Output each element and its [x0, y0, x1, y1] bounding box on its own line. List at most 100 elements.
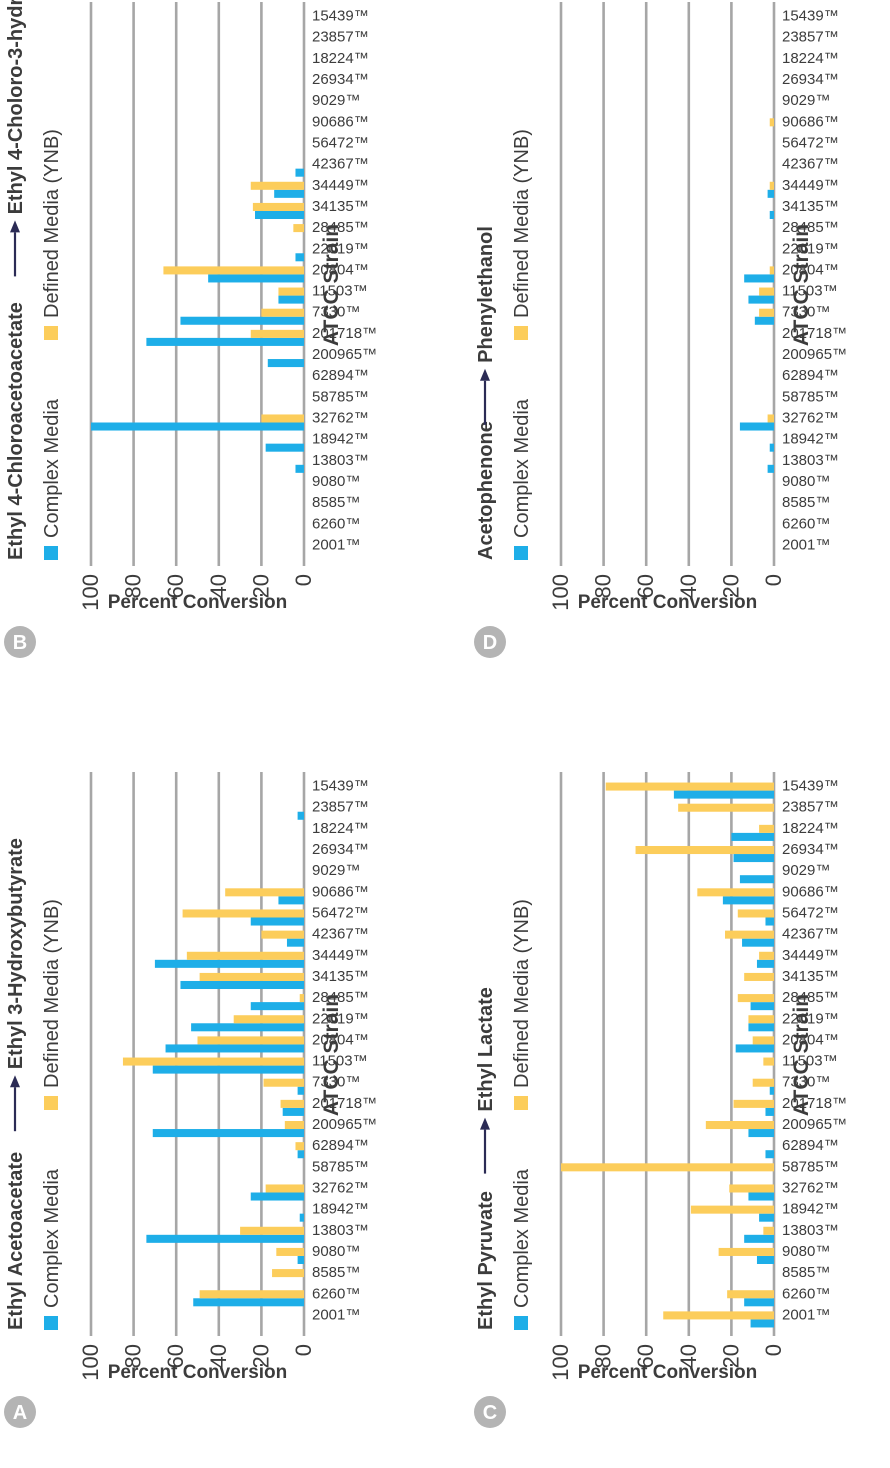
y-axis-label: Percent Conversion [578, 1362, 758, 1383]
reactant-label: Ethyl Acetoacetate [5, 1152, 27, 1330]
x-tick-label: 58785™ [312, 388, 369, 405]
bar-defined [252, 202, 305, 211]
x-tick-label: 13803™ [312, 1222, 369, 1239]
x-tick-label: 15439™ [782, 778, 839, 795]
bar-defined [744, 972, 774, 981]
x-tick-label: 9029™ [312, 92, 360, 109]
bar-complex [250, 1002, 304, 1011]
legend-swatch-complex [44, 1316, 58, 1330]
x-tick-label: 201718™ [312, 1095, 377, 1112]
x-tick-label: 15439™ [312, 778, 369, 795]
bar-defined [729, 1184, 774, 1193]
x-tick-label: 56472™ [782, 135, 839, 152]
x-tick-label: 9080™ [782, 473, 830, 490]
bar-defined [276, 1247, 304, 1256]
x-tick-label: 11503™ [782, 283, 838, 300]
x-tick-label: 42367™ [782, 926, 839, 943]
reactant-label: Ethyl 4-Chloroacetoacetate [5, 302, 27, 560]
y-tick-label: 60 [163, 1344, 188, 1368]
legend: Complex Media Defined Media (YNB) [511, 129, 533, 560]
bar-complex [180, 980, 305, 989]
x-tick-label: 22019™ [782, 1010, 839, 1027]
bar-complex [767, 464, 774, 473]
y-tick-label: 60 [163, 574, 188, 598]
bar-complex [180, 316, 305, 325]
bar-complex [748, 1192, 775, 1201]
bar-defined [199, 1290, 305, 1299]
x-tick-label: 32762™ [312, 1180, 369, 1197]
bar-defined [261, 308, 304, 317]
y-tick-label: 40 [206, 574, 231, 598]
x-tick-label: 200965™ [312, 346, 377, 363]
bar-complex [735, 1044, 775, 1053]
bar-complex [765, 1150, 775, 1159]
x-tick-label: 42367™ [312, 926, 369, 943]
x-tick-label: 34135™ [782, 198, 839, 215]
panel-c: 0 20 40 60 80 100 2001™ 6260™ 8585™ 9080™ 13803™ 18… [474, 772, 847, 1428]
bar-complex [282, 1107, 305, 1116]
x-tick-label: 18942™ [782, 431, 839, 448]
bar-defined [697, 888, 775, 897]
legend-label-defined: Defined Media (YNB) [511, 129, 533, 318]
x-tick-label: 8585™ [312, 1264, 360, 1281]
x-tick-label: 9080™ [312, 473, 360, 490]
legend: Complex Media Defined Media (YNB) [511, 899, 533, 1330]
y-tick-label: 100 [78, 1344, 103, 1381]
reaction-title: Acetophenone Phenylethanol [475, 226, 497, 560]
bar-defined [737, 994, 775, 1003]
x-tick-label: 9029™ [782, 92, 830, 109]
bar-defined [690, 1205, 774, 1214]
bar-defined [767, 414, 774, 423]
reactant-label: Ethyl Pyruvate [475, 1191, 497, 1330]
x-tick-label: 9080™ [312, 1243, 360, 1260]
x-tick-label: 20804™ [782, 1031, 839, 1048]
bar-defined [705, 1120, 774, 1130]
bar-complex [250, 917, 304, 926]
x-tick-label: 200965™ [782, 1116, 847, 1133]
bar-defined [295, 1142, 305, 1151]
x-tick-label: 26934™ [782, 71, 839, 88]
bar-defined [752, 1036, 775, 1045]
x-tick-label: 90686™ [312, 883, 369, 900]
y-tick-label: 20 [248, 574, 273, 598]
bar-complex [152, 1065, 304, 1074]
x-tick-label: 20804™ [782, 261, 839, 278]
x-tick-label: 201718™ [782, 1095, 847, 1112]
bar-complex [765, 1107, 775, 1116]
x-tick-label: 18224™ [782, 820, 839, 837]
x-tick-label: 13803™ [782, 1222, 839, 1239]
bar-complex [754, 316, 774, 325]
x-tick-label: 8585™ [782, 494, 830, 511]
bar-defined [261, 930, 304, 939]
reaction-arrow-head [480, 368, 490, 381]
x-tick-label: 34449™ [312, 177, 369, 194]
y-tick-label: 80 [591, 574, 616, 598]
x-tick-label: 90686™ [782, 883, 839, 900]
bar-defined [561, 1163, 774, 1172]
bar-complex [152, 1129, 304, 1138]
x-tick-label: 28485™ [312, 989, 369, 1006]
bar-defined [759, 308, 774, 317]
bar-complex [739, 422, 775, 431]
bar-complex [297, 1150, 304, 1159]
panel-badge-label: C [483, 1402, 497, 1424]
bar-defined [763, 1057, 775, 1066]
y-tick-label: 20 [718, 574, 743, 598]
panel-badge [4, 1396, 36, 1428]
x-tick-label: 2001™ [312, 1306, 360, 1323]
legend: Complex Media Defined Media (YNB) [41, 899, 63, 1330]
bar-complex [274, 189, 304, 198]
bar-complex [193, 1298, 305, 1307]
x-tick-label: 9029™ [312, 862, 360, 879]
panel-b: 0 20 40 60 80 100 2001™ 6260™ 8585™ 9080™ 13803™ 18… [4, 0, 377, 658]
legend-label-complex: Complex Media [41, 398, 63, 538]
y-tick-label: 80 [591, 1344, 616, 1368]
legend-swatch-defined [44, 1096, 58, 1110]
y-tick-label: 0 [291, 1344, 316, 1356]
bar-complex [750, 1002, 775, 1011]
bar-defined [748, 1015, 775, 1024]
panel-badge-label: A [13, 1402, 27, 1424]
y-tick-label: 80 [121, 574, 146, 598]
reaction-arrow-head [480, 1117, 490, 1130]
